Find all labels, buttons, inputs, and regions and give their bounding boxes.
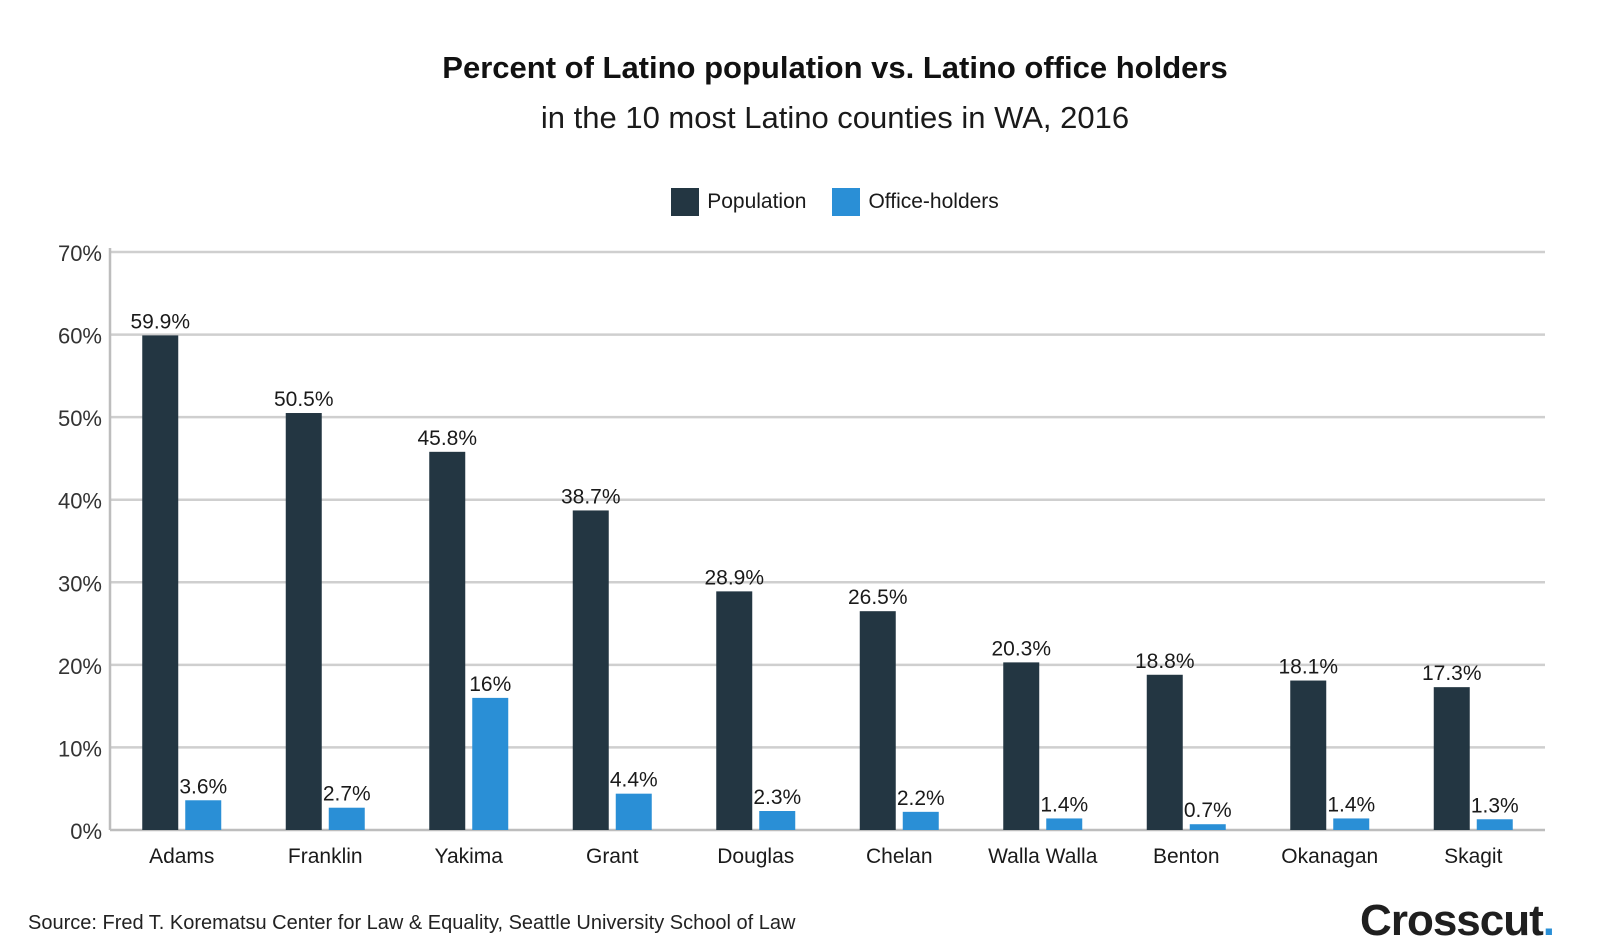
bar-population — [1290, 680, 1327, 830]
x-tick-label: Skagit — [1444, 845, 1503, 868]
data-label-office-holders: 2.7% — [323, 783, 371, 806]
source-note: Source: Fred T. Korematsu Center for Law… — [28, 912, 796, 934]
data-label-population: 38.7% — [561, 485, 621, 508]
data-label-office-holders: 4.4% — [610, 769, 658, 792]
data-label-population: 18.8% — [1135, 650, 1195, 673]
legend-item-office-holders: Office-holders — [832, 188, 999, 216]
bar-office-holders — [759, 811, 796, 830]
y-tick-label: 50% — [58, 406, 102, 431]
bar-population — [285, 413, 322, 830]
legend: Population Office-holders — [0, 188, 1600, 216]
y-tick-label: 10% — [58, 736, 102, 761]
data-label-population: 17.3% — [1422, 662, 1482, 685]
data-label-office-holders: 1.4% — [1040, 793, 1088, 816]
bar-office-holders — [902, 811, 939, 830]
data-label-population: 50.5% — [274, 388, 334, 411]
data-label-population: 26.5% — [848, 586, 908, 609]
bar-office-holders — [472, 697, 509, 830]
bar-office-holders — [328, 807, 365, 830]
legend-swatch-population — [671, 188, 700, 216]
bar-population — [716, 591, 753, 830]
bar-office-holders — [1189, 824, 1226, 830]
bar-office-holders — [1333, 818, 1370, 830]
bar-office-holders — [1046, 818, 1083, 830]
data-label-office-holders: 2.3% — [753, 786, 801, 809]
bar-population — [572, 510, 609, 830]
chart-title: Percent of Latino population vs. Latino … — [442, 50, 1228, 85]
bar-population — [1003, 662, 1040, 830]
data-label-office-holders: 1.4% — [1327, 793, 1375, 816]
logo-text: Crosscut — [1360, 896, 1544, 945]
y-tick-label: 30% — [58, 571, 102, 596]
bar-office-holders — [615, 793, 652, 830]
x-tick-label: Douglas — [717, 845, 794, 868]
legend-label-population: Population — [707, 190, 807, 213]
legend-item-population: Population — [671, 188, 806, 216]
legend-swatch-office-holders — [832, 188, 861, 216]
chart-subtitle: in the 10 most Latino counties in WA, 20… — [540, 100, 1130, 135]
y-tick-label: 20% — [58, 654, 102, 679]
bar-population — [1433, 687, 1470, 830]
bar-population — [142, 335, 179, 830]
y-tick-label: 40% — [58, 489, 102, 514]
data-label-office-holders: 0.7% — [1184, 799, 1232, 822]
y-tick-label: 70% — [58, 241, 102, 266]
y-tick-label: 0% — [70, 819, 102, 844]
data-label-office-holders: 1.3% — [1471, 794, 1519, 817]
bar-population — [429, 451, 466, 830]
data-label-population: 59.9% — [130, 310, 190, 333]
data-label-population: 45.8% — [417, 427, 477, 450]
x-tick-label: Walla Walla — [988, 845, 1098, 868]
data-label-population: 20.3% — [991, 637, 1051, 660]
bar-population — [859, 611, 896, 830]
y-tick-label: 60% — [58, 324, 102, 349]
data-label-office-holders: 2.2% — [897, 787, 945, 810]
x-tick-label: Adams — [149, 845, 214, 868]
data-label-population: 28.9% — [704, 566, 764, 589]
legend-label-office-holders: Office-holders — [868, 190, 999, 213]
x-tick-label: Franklin — [288, 845, 363, 868]
x-tick-label: Grant — [586, 845, 639, 868]
x-tick-label: Yakima — [435, 845, 504, 868]
crosscut-logo: Crosscut. — [1360, 896, 1555, 946]
x-tick-label: Benton — [1153, 845, 1220, 868]
data-label-population: 18.1% — [1278, 656, 1338, 679]
logo-dot: . — [1542, 896, 1555, 945]
data-label-office-holders: 16% — [469, 673, 511, 696]
data-label-office-holders: 3.6% — [179, 775, 227, 798]
x-tick-label: Chelan — [866, 845, 933, 868]
bar-office-holders — [1476, 819, 1513, 830]
x-tick-label: Okanagan — [1281, 845, 1378, 868]
bar-office-holders — [185, 800, 222, 830]
bar-population — [1146, 674, 1183, 830]
